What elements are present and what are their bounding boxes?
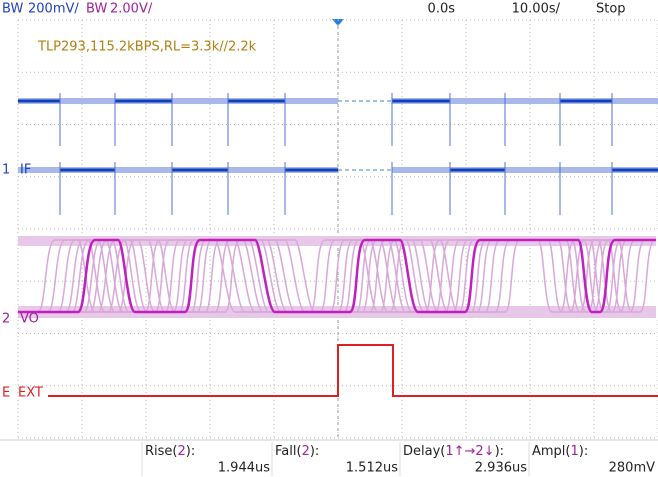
name: Fall bbox=[275, 444, 296, 459]
paren: ): bbox=[579, 444, 588, 459]
paren: ): bbox=[186, 444, 195, 459]
time-scale: 10.00s/ bbox=[512, 2, 561, 17]
source: 2 bbox=[302, 444, 310, 459]
ext-waveform bbox=[48, 345, 658, 396]
bw-indicator: BW bbox=[86, 2, 107, 17]
time-offset: 0.0s bbox=[428, 2, 456, 17]
measurement-name: Rise(2): bbox=[145, 444, 195, 459]
measurement-value: 1.944us bbox=[218, 461, 270, 476]
measurement-name: Ampl(1): bbox=[532, 444, 588, 459]
ch2-scale: 2.00V/ bbox=[110, 2, 153, 17]
channel-number: 1 bbox=[2, 163, 10, 178]
scope-screen: BW 200mV/ BW 2.00V/ 0.0s 10.00s/ Stop TL… bbox=[0, 0, 658, 477]
channel-label: VO bbox=[20, 312, 39, 327]
channel-label: IF bbox=[20, 163, 31, 178]
channel-label: EXT bbox=[18, 386, 43, 401]
source: 1↑→2↓ bbox=[445, 444, 494, 459]
name: Ampl bbox=[532, 444, 565, 459]
annotation: TLP293,115.2kBPS,RL=3.3k//2.2k bbox=[37, 40, 257, 55]
measurements: Rise(2): 1.944us Fall(2): 1.512us Delay(1↑→2… bbox=[142, 442, 655, 476]
paren: ): bbox=[310, 444, 319, 459]
measurement-value: 280mV bbox=[609, 461, 655, 476]
run-state: Stop bbox=[596, 2, 626, 17]
source: 1 bbox=[571, 444, 579, 459]
name: Delay bbox=[403, 444, 441, 459]
name: Rise bbox=[145, 444, 172, 459]
channel-number: E bbox=[2, 386, 10, 401]
measurement-name: Delay(1↑→2↓): bbox=[403, 444, 504, 459]
bw-indicator: BW bbox=[2, 2, 23, 17]
source: 2 bbox=[178, 444, 186, 459]
measurement-value: 1.512us bbox=[346, 461, 398, 476]
measurement-value: 2.936us bbox=[475, 461, 527, 476]
ch1-scale: 200mV/ bbox=[28, 2, 79, 17]
measurement-name: Fall(2): bbox=[275, 444, 319, 459]
paren: ): bbox=[495, 444, 504, 459]
channel-number: 2 bbox=[2, 312, 10, 327]
